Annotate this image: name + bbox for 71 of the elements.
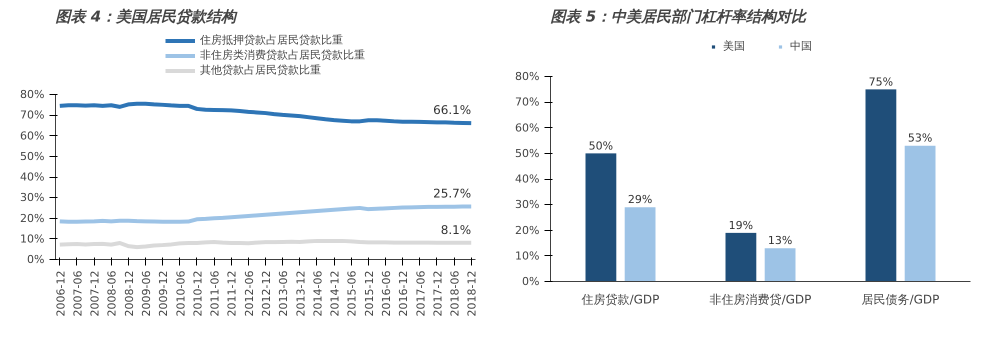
- x-tick-label: 2007-06: [71, 270, 84, 316]
- y-tick-label: 60%: [515, 121, 540, 134]
- bar: [586, 153, 616, 282]
- x-tick-label: 2014-06: [311, 270, 324, 316]
- y-tick-label: 70%: [515, 96, 540, 109]
- x-tick-label: 居民债务/GDP: [862, 292, 940, 306]
- x-tick-label: 2010-12: [191, 270, 204, 316]
- legend-label: 美国: [723, 38, 745, 54]
- y-tick-label: 50%: [20, 150, 45, 163]
- line-series: [58, 204, 474, 224]
- text: 75%: [868, 75, 894, 88]
- chart-title: 图表 4：美国居民贷款结构: [56, 8, 238, 26]
- bar: [904, 146, 936, 282]
- x-tick-label: 2016-12: [397, 270, 410, 316]
- x-tick-label: 2018-06: [448, 270, 462, 316]
- y-tick-label: 40%: [515, 172, 540, 186]
- bar: [866, 89, 896, 282]
- y-tick-label: 40%: [20, 170, 45, 184]
- x-tick-label: 2009-12: [157, 270, 170, 316]
- y-tick-label: 30%: [20, 191, 45, 204]
- y-tick-label: 20%: [515, 224, 540, 237]
- chart-title: 图表 5：中美居民部门杠杆率结构对比: [550, 8, 808, 26]
- bar: [624, 207, 656, 282]
- text: 53%: [908, 132, 932, 145]
- x-tick-label: 2006-12: [54, 270, 68, 316]
- y-tick-label: 80%: [515, 70, 540, 83]
- annotation: 25.7%: [433, 186, 472, 200]
- legend-label: 中国: [790, 38, 812, 54]
- y-tick-label: 0%: [27, 253, 44, 266]
- y-tick-label: 70%: [20, 108, 45, 122]
- x-tick-label: 2011-06: [208, 270, 222, 316]
- x-tick-label: 2018-12: [466, 270, 479, 316]
- line-series: [58, 102, 474, 126]
- text: 50%: [588, 139, 614, 152]
- x-tick-label: 2008-12: [122, 270, 136, 316]
- y-tick-label: 50%: [515, 146, 540, 160]
- bar: [764, 248, 796, 282]
- x-tick-label: 2015-12: [362, 270, 376, 316]
- bar: [726, 232, 756, 282]
- text: 19%: [728, 218, 754, 232]
- y-tick-label: 80%: [20, 88, 45, 101]
- x-tick-label: 2015-06: [346, 270, 359, 316]
- legend-label: 住房抵押贷款占居民贷款比重: [200, 32, 343, 48]
- y-tick-label: 60%: [20, 129, 45, 142]
- x-tick-label: 2010-06: [174, 270, 188, 316]
- x-tick-label: 2008-06: [106, 270, 119, 316]
- x-tick-label: 2012-06: [242, 270, 256, 316]
- text: 13%: [768, 234, 792, 248]
- text: 29%: [628, 193, 652, 206]
- x-tick-label: 2016-06: [380, 270, 393, 316]
- line-series: [58, 238, 474, 250]
- y-tick-label: 20%: [20, 212, 45, 225]
- y-tick-label: 0%: [522, 275, 540, 288]
- x-tick-label: 非住房消费贷/GDP: [710, 292, 812, 306]
- x-tick-label: 2007-12: [88, 270, 102, 316]
- x-tick-label: 2017-12: [431, 270, 444, 316]
- x-tick-label: 2013-06: [277, 270, 290, 316]
- legend-label: 非住房类消费贷款占居民贷款比重: [200, 48, 365, 62]
- x-tick-label: 住房贷款/GDP: [580, 292, 660, 306]
- x-tick-label: 2013-12: [294, 270, 308, 316]
- x-tick-label: 2011-12: [226, 270, 239, 316]
- annotation: 8.1%: [440, 222, 472, 237]
- legend-label: 其他贷款占居民贷款比重: [200, 62, 321, 78]
- x-tick-label: 2014-12: [328, 270, 342, 316]
- annotation: 66.1%: [433, 103, 472, 118]
- x-tick-label: 2017-06: [414, 270, 428, 316]
- y-tick-label: 30%: [515, 198, 540, 212]
- y-tick-label: 10%: [515, 249, 540, 262]
- x-tick-label: 2012-12: [260, 270, 273, 316]
- x-tick-label: 2009-06: [140, 270, 153, 316]
- y-tick-label: 10%: [20, 232, 45, 246]
